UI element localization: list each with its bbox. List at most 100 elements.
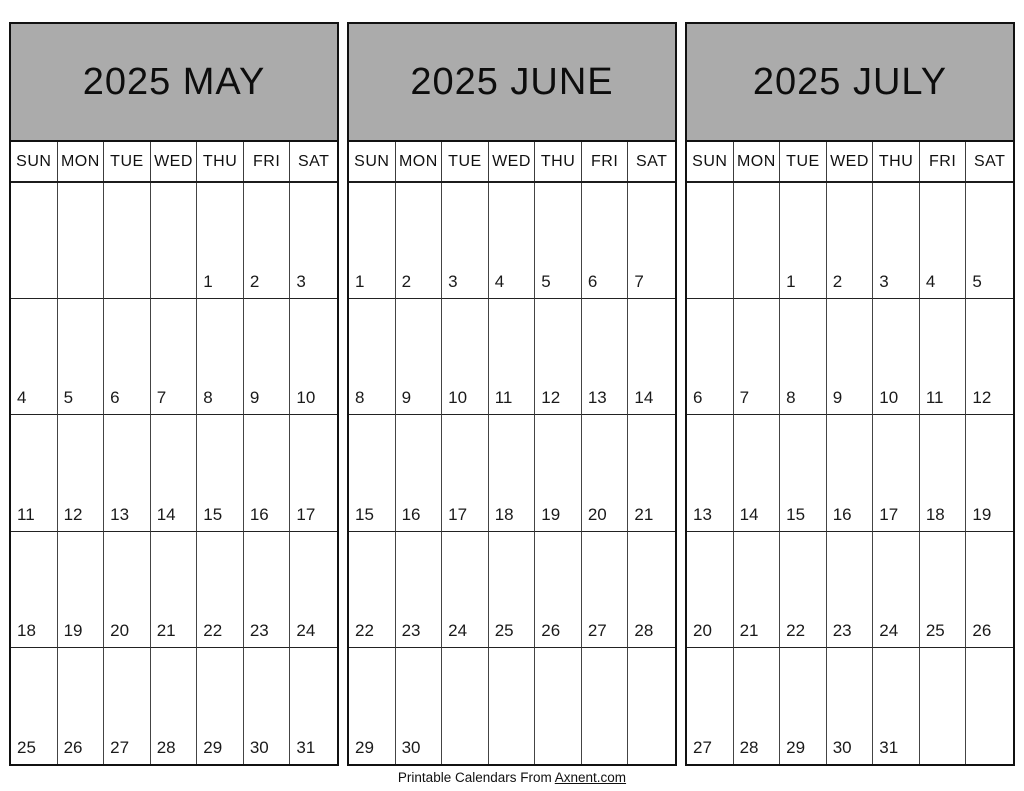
date-number: 7 (739, 388, 750, 408)
date-cell-june-10: 10 (442, 299, 489, 416)
date-number: 2 (249, 272, 260, 292)
date-cell-june-7: 7 (628, 183, 675, 300)
date-cell-july-27: 27 (687, 647, 734, 764)
day-header-fri: FRI (244, 142, 291, 181)
date-number: 9 (401, 388, 412, 408)
day-header-mon: MON (58, 142, 105, 181)
date-number: 14 (634, 388, 654, 408)
date-cell-july-14: 14 (733, 415, 781, 532)
day-header-fri: FRI (582, 142, 629, 181)
footer-credit-text: Printable Calendars From (397, 770, 552, 785)
date-cell-july-24: 24 (873, 531, 920, 648)
date-cell-may-1: 1 (197, 183, 244, 300)
date-cell-july-25: 25 (919, 531, 967, 648)
day-header-wed: WED (489, 142, 536, 181)
date-cell-may-21: 21 (150, 531, 198, 648)
date-cell-july-4: 4 (919, 183, 967, 300)
date-number: 6 (110, 388, 120, 408)
date-number: 13 (110, 504, 130, 524)
date-cell-may-17: 17 (290, 415, 337, 532)
date-cell-june-24: 24 (442, 531, 489, 648)
date-cell-june-29: 29 (349, 647, 396, 764)
date-number: 23 (249, 620, 269, 640)
date-number: 3 (296, 272, 306, 292)
date-number: 24 (879, 620, 899, 640)
date-cell-empty (582, 647, 629, 764)
date-number: 25 (925, 620, 945, 640)
date-cell-july-17: 17 (873, 415, 920, 532)
date-grid: 1 2 3 4 5 6 7 8 9 10 11 12 13 14 15 16 17 18 19 20 21 22 23 24 2… (349, 183, 675, 764)
date-cell-may-3: 3 (290, 183, 337, 300)
day-header-sat: SAT (297, 152, 330, 170)
date-cell-july-28: 28 (734, 647, 781, 764)
date-number: 19 (541, 504, 561, 524)
date-cell-may-30: 30 (244, 647, 291, 764)
day-header-fri: FRI (920, 142, 967, 181)
date-cell-june-25: 25 (488, 531, 536, 648)
date-number: 27 (587, 620, 607, 640)
date-cell-july-6: 6 (687, 299, 734, 416)
date-number: 14 (156, 504, 176, 524)
date-number: 7 (634, 272, 644, 292)
date-cell-july-1: 1 (780, 183, 827, 300)
date-number: 26 (972, 620, 992, 640)
date-cell-empty (489, 647, 536, 764)
date-number: 23 (832, 620, 852, 640)
date-cell-may-14: 14 (150, 415, 198, 532)
date-cell-june-28: 28 (628, 532, 675, 648)
date-number: 4 (494, 272, 505, 292)
day-header-sun: SUN (349, 142, 396, 181)
date-number: 16 (832, 504, 852, 524)
date-number: 17 (879, 504, 899, 524)
date-cell-may-19: 19 (57, 531, 105, 648)
date-cell-may-27: 27 (104, 647, 151, 764)
date-cell-june-6: 6 (581, 183, 629, 300)
date-cell-june-27: 27 (581, 531, 629, 648)
date-number: 1 (203, 272, 213, 292)
date-cell-may-6: 6 (104, 299, 151, 416)
date-number: 15 (786, 504, 806, 524)
day-header-sat: SAT (973, 152, 1006, 170)
date-cell-empty (687, 183, 734, 300)
date-number: 20 (587, 504, 607, 524)
date-cell-empty (733, 183, 781, 300)
date-number: 1 (786, 272, 796, 292)
day-header-row: SUN MON TUE WED THU FRI SAT (687, 142, 1013, 183)
date-cell-july-29: 29 (780, 647, 827, 764)
date-cell-june-21: 21 (628, 415, 675, 532)
date-cell-june-12: 12 (535, 299, 582, 416)
calendar-title-june: 2025 JUNE (349, 24, 675, 142)
date-number: 28 (634, 620, 654, 640)
date-number: 27 (693, 737, 712, 757)
date-grid: 1 2 3 4 5 6 7 8 9 10 11 12 13 14 15 16 17 18 19 20 21 22 23 24 2… (687, 183, 1013, 764)
date-number: 13 (693, 504, 712, 524)
date-number: 7 (156, 388, 167, 408)
date-cell-june-8: 8 (349, 299, 396, 416)
footer-site-link[interactable]: Axnent.com (554, 770, 627, 785)
date-cell-july-30: 30 (827, 647, 874, 764)
date-cell-may-28: 28 (151, 647, 198, 764)
date-number: 10 (296, 388, 316, 408)
date-cell-empty (628, 648, 675, 764)
date-cell-june-22: 22 (349, 531, 396, 648)
date-cell-july-22: 22 (780, 531, 827, 648)
date-number: 9 (249, 388, 260, 408)
date-number: 24 (448, 620, 468, 640)
day-header-wed: WED (151, 142, 198, 181)
date-cell-may-25: 25 (11, 647, 58, 764)
date-number: 3 (448, 272, 458, 292)
date-cell-july-15: 15 (780, 415, 827, 532)
date-cell-july-9: 9 (826, 299, 874, 416)
date-grid: 1 2 3 4 5 6 7 8 9 10 11 12 13 14 15 16 17 18 19 20 21 22 23 24 2… (11, 183, 337, 764)
day-header-sun: SUN (11, 142, 58, 181)
day-header-sun: SUN (687, 142, 734, 181)
date-number: 21 (739, 620, 759, 640)
date-number: 12 (63, 504, 83, 524)
date-cell-july-26: 26 (966, 532, 1013, 648)
date-cell-july-11: 11 (919, 299, 967, 416)
date-cell-may-24: 24 (290, 532, 337, 648)
date-cell-may-20: 20 (104, 531, 151, 648)
date-cell-empty (966, 648, 1013, 764)
date-number: 31 (296, 737, 316, 757)
